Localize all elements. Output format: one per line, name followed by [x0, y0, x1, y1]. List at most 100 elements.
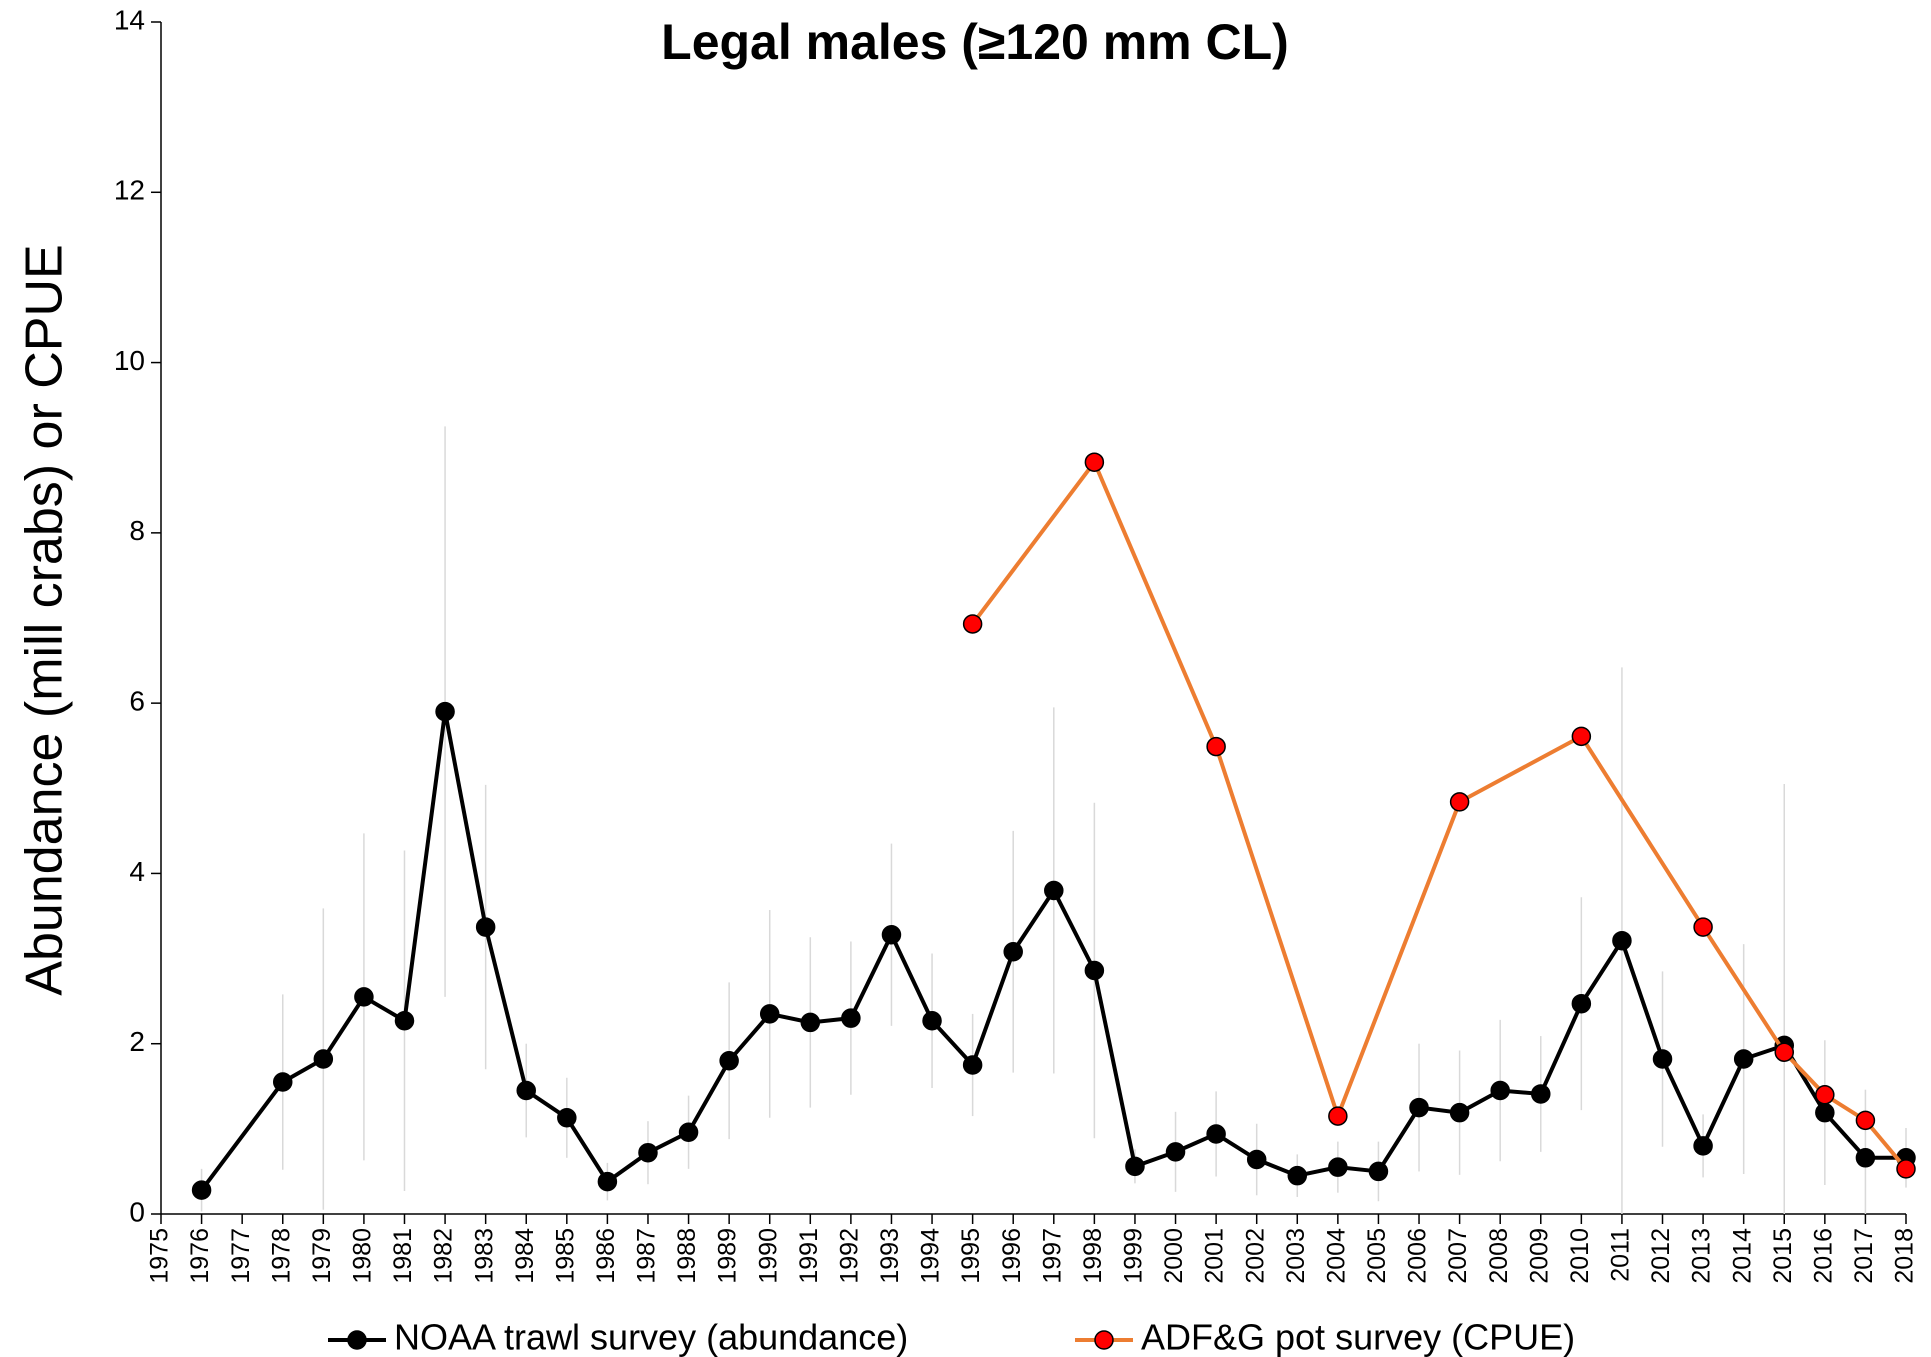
- marker: [719, 1050, 739, 1071]
- marker: [1328, 1157, 1348, 1177]
- marker: [1368, 1161, 1389, 1182]
- x-tick-label: 1997: [1038, 1228, 1066, 1284]
- marker: [354, 987, 374, 1007]
- x-tick-label: 1993: [876, 1228, 904, 1284]
- marker: [313, 1049, 334, 1069]
- marker: [881, 924, 902, 945]
- y-tick-label: 0: [129, 1196, 145, 1227]
- marker: [1612, 930, 1632, 951]
- x-tick-label: 2015: [1769, 1228, 1797, 1284]
- x-tick-label: 2011: [1607, 1228, 1635, 1282]
- x-tick-label: 2013: [1688, 1228, 1716, 1284]
- x-tick-label: 2009: [1525, 1228, 1553, 1284]
- x-tick-label: 1992: [835, 1228, 863, 1284]
- marker: [1855, 1110, 1876, 1131]
- y-axis-label: Abundance (mill crabs) or CPUE: [16, 244, 74, 995]
- x-tick-label: 2004: [1322, 1228, 1350, 1284]
- marker: [516, 1080, 536, 1101]
- x-tick-label: 1975: [146, 1228, 174, 1284]
- x-tick-label: 2006: [1404, 1228, 1432, 1284]
- marker: [475, 917, 496, 937]
- marker: [1084, 960, 1105, 981]
- marker: [435, 701, 455, 722]
- x-tick-label: 1977: [227, 1228, 255, 1284]
- x-tick-label: 1980: [349, 1228, 377, 1284]
- marker: [800, 1012, 821, 1033]
- marker: [1896, 1159, 1916, 1179]
- marker: [557, 1108, 577, 1128]
- x-tick-label: 1982: [430, 1228, 458, 1284]
- y-tick-label: 12: [114, 175, 145, 206]
- marker: [841, 1008, 861, 1028]
- marker: [394, 1010, 415, 1031]
- x-tick-label: 2010: [1566, 1228, 1594, 1284]
- marker: [1855, 1148, 1876, 1168]
- x-tick-label: 1979: [308, 1228, 336, 1284]
- marker: [191, 1180, 212, 1200]
- legend-marker: [347, 1330, 367, 1350]
- x-tick-label: 1996: [998, 1228, 1026, 1284]
- marker: [1571, 726, 1592, 747]
- x-tick-label: 2014: [1728, 1228, 1756, 1284]
- marker: [1652, 1049, 1673, 1069]
- legend-label: ADF&G pot survey (CPUE): [1141, 1317, 1575, 1357]
- marker: [962, 614, 983, 634]
- x-tick-label: 1986: [592, 1228, 620, 1284]
- marker: [962, 1055, 983, 1075]
- x-tick-label: 2016: [1809, 1228, 1837, 1284]
- marker: [638, 1142, 658, 1163]
- marker: [1774, 1042, 1795, 1062]
- marker: [1409, 1097, 1429, 1118]
- y-tick-label: 14: [114, 4, 145, 35]
- y-tick-label: 2: [129, 1026, 145, 1057]
- marker: [272, 1072, 293, 1092]
- marker: [1693, 1136, 1713, 1156]
- marker: [1693, 917, 1713, 937]
- marker: [1165, 1142, 1186, 1162]
- marker: [1125, 1156, 1145, 1177]
- marker: [1044, 880, 1064, 901]
- y-tick-label: 8: [129, 515, 145, 546]
- marker: [1490, 1080, 1510, 1101]
- x-tick-label: 2017: [1850, 1228, 1878, 1284]
- marker: [759, 1004, 780, 1024]
- x-tick-label: 1976: [186, 1228, 214, 1284]
- y-tick-label: 10: [114, 345, 145, 376]
- marker: [1571, 993, 1592, 1014]
- marker: [1449, 792, 1470, 812]
- x-tick-label: 2002: [1241, 1228, 1269, 1284]
- x-tick-label: 1985: [551, 1228, 579, 1284]
- x-tick-label: 1987: [633, 1228, 661, 1284]
- x-tick-label: 2005: [1363, 1228, 1391, 1284]
- marker: [1328, 1106, 1348, 1126]
- marker: [1003, 942, 1023, 962]
- marker: [1815, 1102, 1835, 1123]
- y-tick-label: 4: [129, 856, 145, 887]
- x-tick-label: 1999: [1120, 1228, 1148, 1284]
- x-tick-label: 2007: [1444, 1228, 1472, 1284]
- marker: [678, 1122, 699, 1143]
- marker: [1287, 1165, 1308, 1186]
- y-tick-label: 6: [129, 686, 145, 717]
- marker: [597, 1171, 618, 1192]
- x-tick-label: 2018: [1891, 1228, 1919, 1284]
- marker: [1815, 1085, 1835, 1105]
- x-tick-label: 2003: [1282, 1228, 1310, 1284]
- marker: [1084, 452, 1105, 472]
- x-tick-label: 1988: [673, 1228, 701, 1284]
- x-tick-label: 1989: [714, 1228, 742, 1284]
- x-tick-label: 1981: [389, 1228, 417, 1284]
- marker: [1531, 1084, 1551, 1104]
- x-tick-label: 1990: [754, 1228, 782, 1284]
- x-tick-label: 1998: [1079, 1228, 1107, 1284]
- x-tick-label: 1991: [795, 1228, 823, 1284]
- x-tick-label: 2008: [1485, 1228, 1513, 1284]
- marker: [922, 1010, 942, 1031]
- x-tick-label: 2001: [1201, 1228, 1229, 1284]
- legend-marker: [1094, 1330, 1114, 1350]
- x-tick-label: 1984: [511, 1228, 539, 1284]
- legend-label: NOAA trawl survey (abundance): [394, 1317, 908, 1357]
- x-tick-label: 1995: [957, 1228, 985, 1284]
- marker: [1206, 1124, 1226, 1144]
